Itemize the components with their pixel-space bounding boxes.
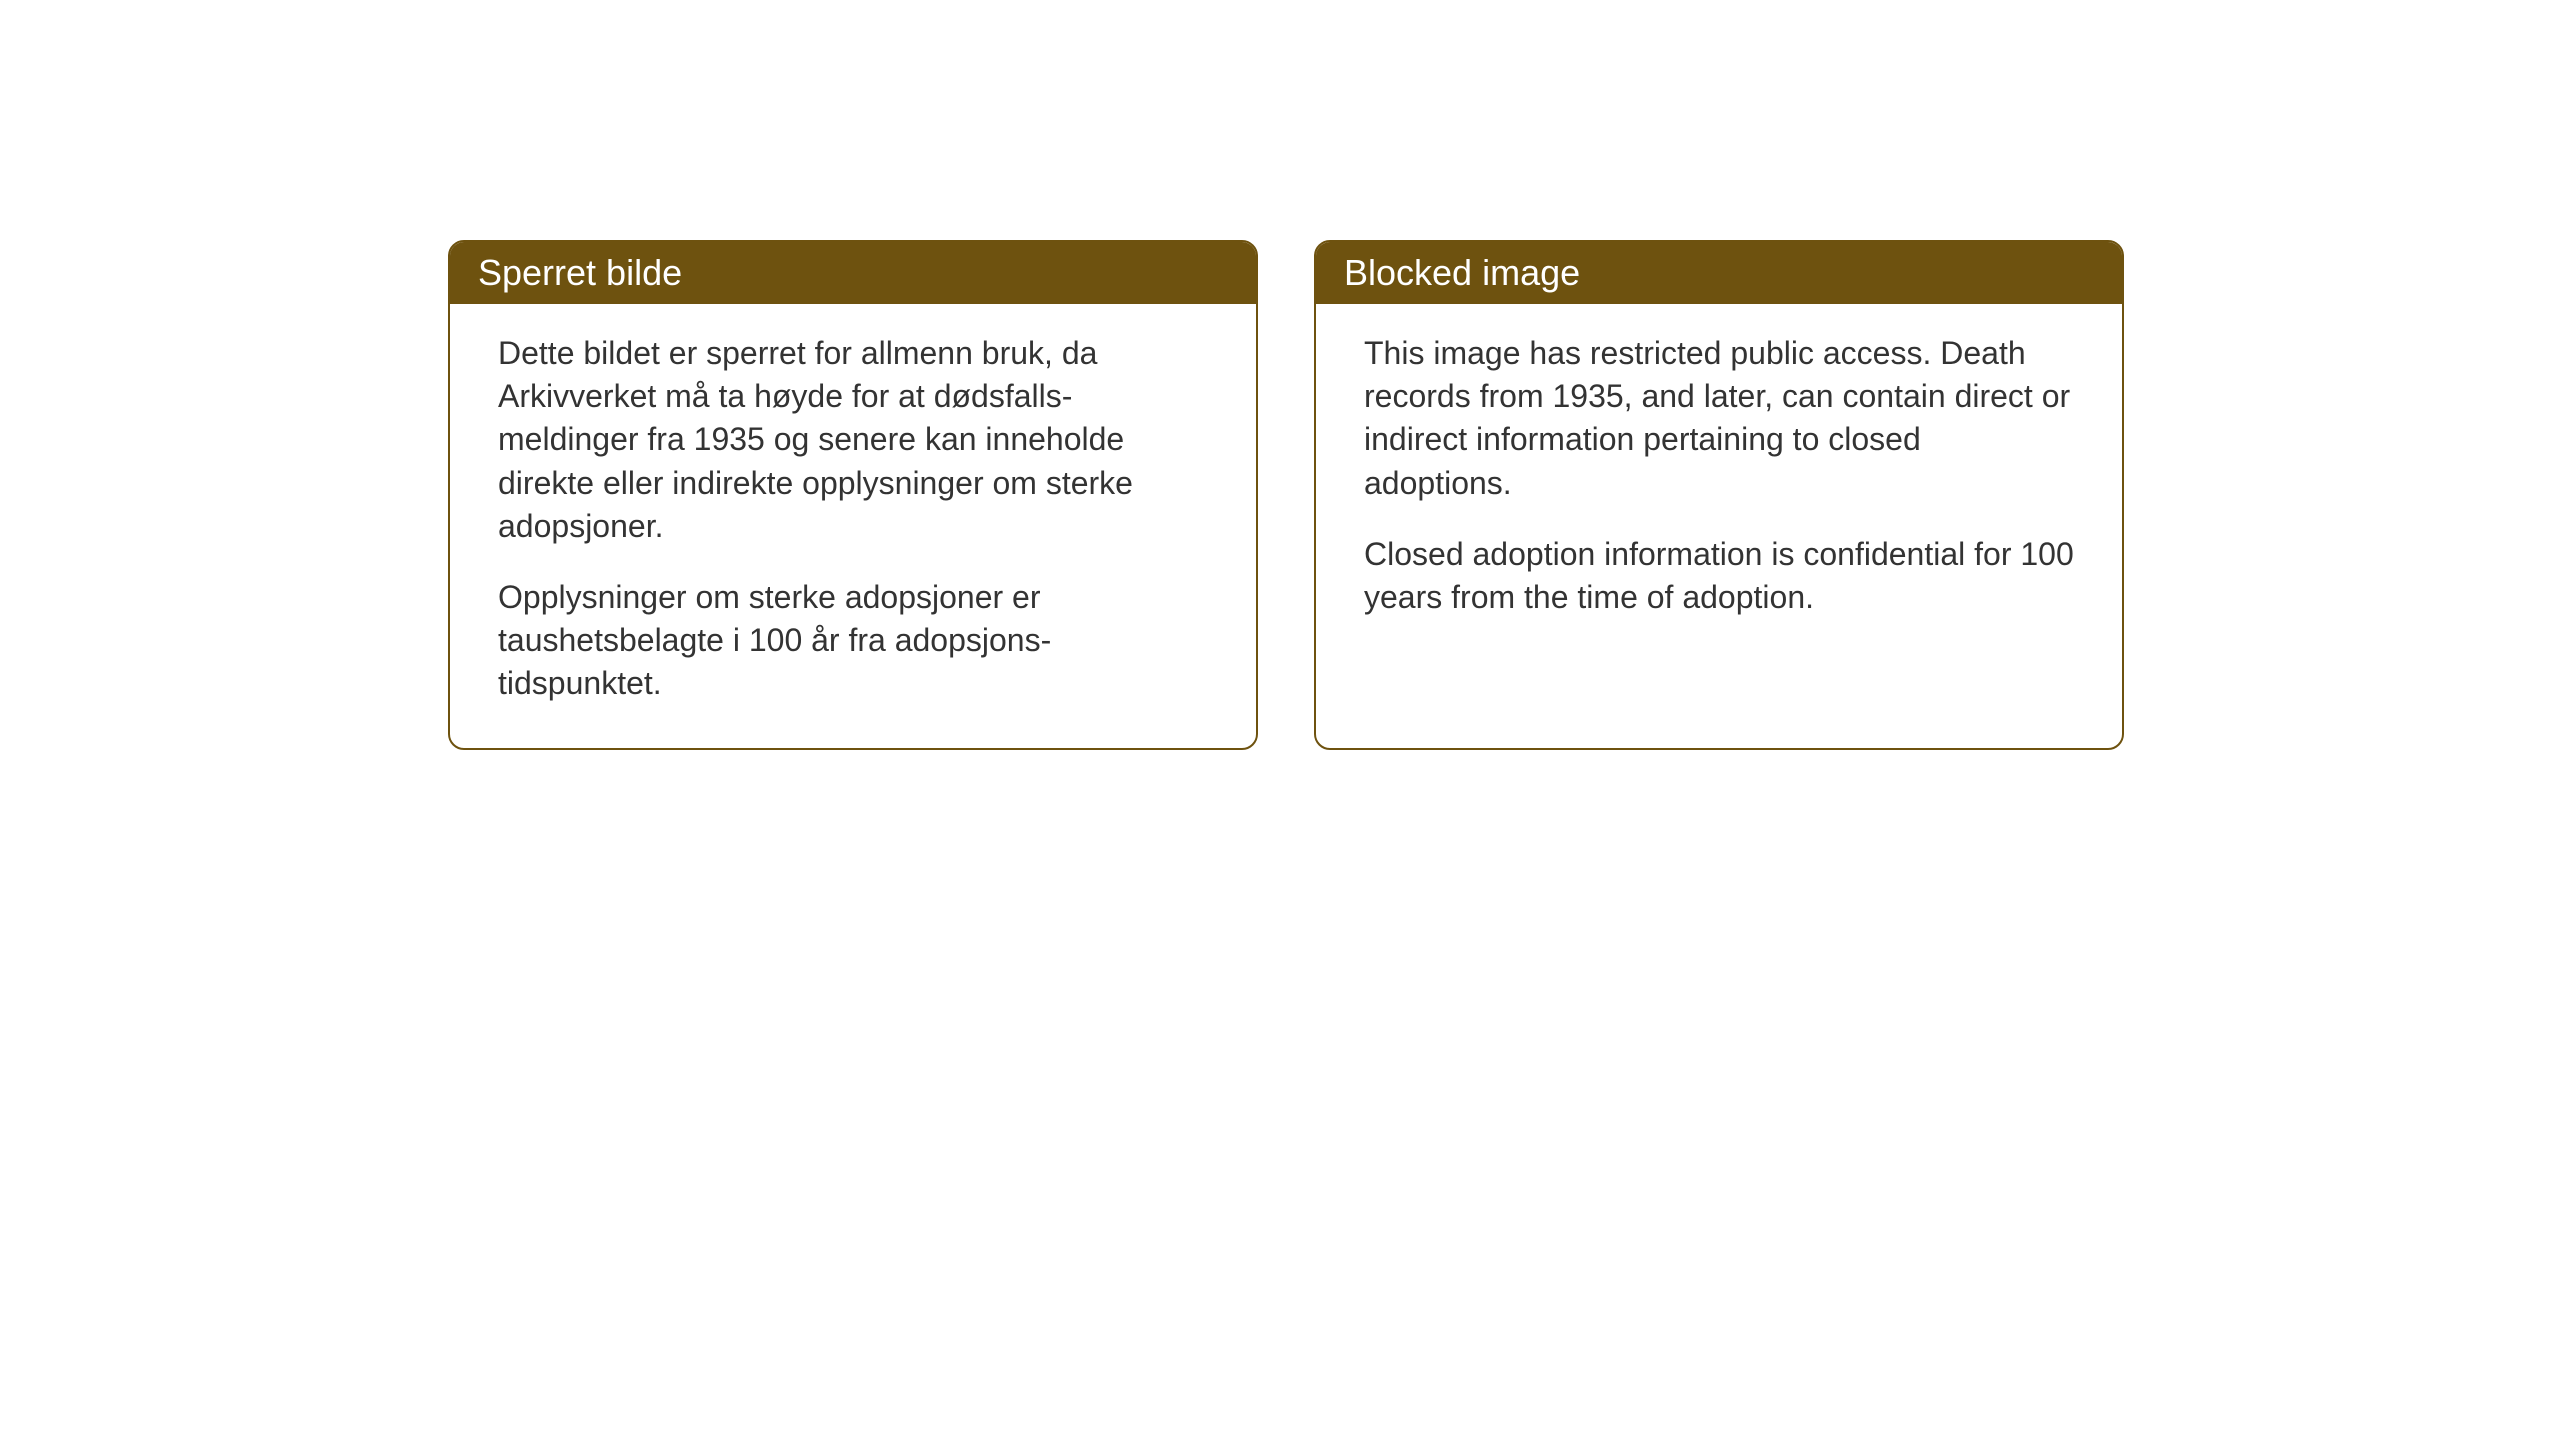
- card-header-norwegian: Sperret bilde: [450, 242, 1256, 304]
- card-paragraph-1-norwegian: Dette bildet er sperret for allmenn bruk…: [498, 332, 1208, 548]
- notice-card-english: Blocked image This image has restricted …: [1314, 240, 2124, 750]
- notice-container: Sperret bilde Dette bildet er sperret fo…: [448, 240, 2124, 750]
- notice-card-norwegian: Sperret bilde Dette bildet er sperret fo…: [448, 240, 1258, 750]
- card-body-english: This image has restricted public access.…: [1316, 304, 2122, 655]
- card-title-norwegian: Sperret bilde: [478, 252, 682, 293]
- card-paragraph-2-norwegian: Opplysninger om sterke adopsjoner er tau…: [498, 576, 1208, 706]
- card-header-english: Blocked image: [1316, 242, 2122, 304]
- card-paragraph-1-english: This image has restricted public access.…: [1364, 332, 2074, 505]
- card-body-norwegian: Dette bildet er sperret for allmenn bruk…: [450, 304, 1256, 742]
- card-paragraph-2-english: Closed adoption information is confident…: [1364, 533, 2074, 619]
- card-title-english: Blocked image: [1344, 252, 1580, 293]
